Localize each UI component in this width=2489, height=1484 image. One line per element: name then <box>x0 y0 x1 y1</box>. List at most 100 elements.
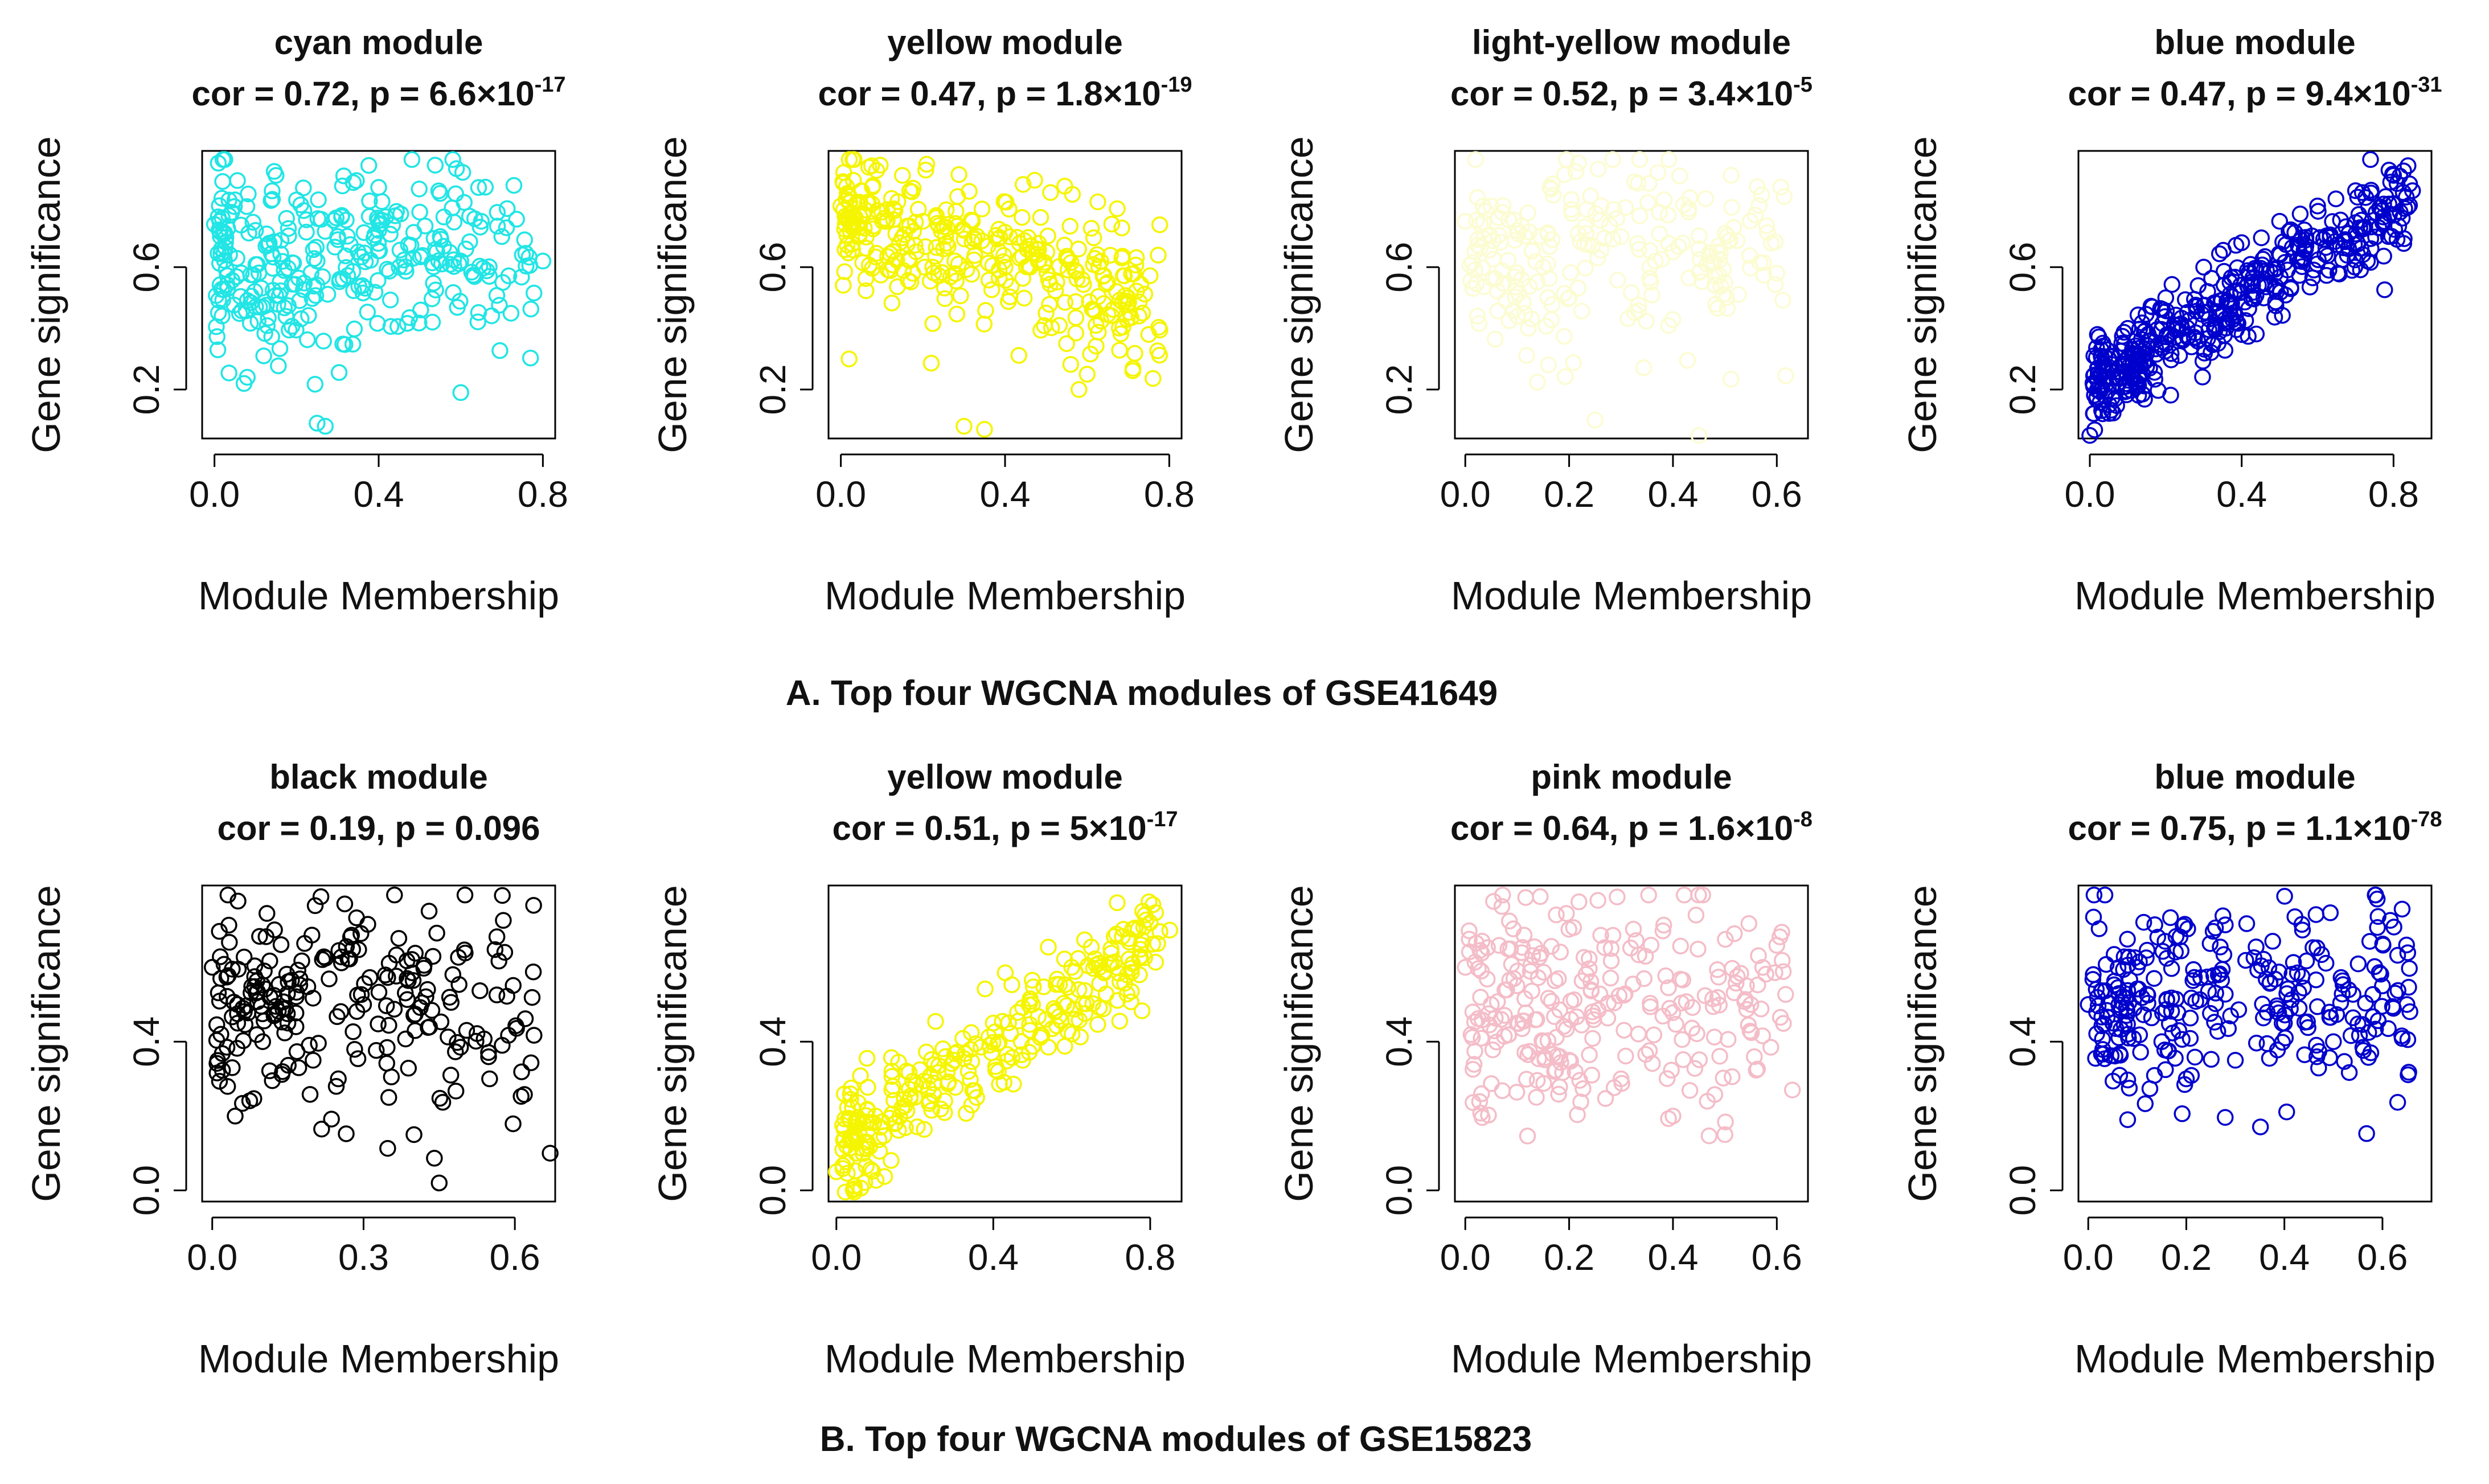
scatter-point <box>407 945 424 962</box>
scatter-point <box>909 200 927 218</box>
scatter-point <box>1688 1025 1705 1043</box>
scatter-point <box>1660 979 1677 997</box>
scatter-point <box>1137 911 1155 929</box>
scatter-point <box>864 1163 881 1180</box>
scatter-point <box>1605 1079 1623 1096</box>
scatter-point <box>1626 304 1643 321</box>
scatter-point <box>1000 1014 1017 1031</box>
scatter-point <box>1772 1009 1789 1026</box>
scatter-point <box>1584 1030 1601 1047</box>
scatter-point <box>209 341 227 359</box>
scatter-point <box>1089 288 1107 305</box>
scatter-point <box>1518 347 1535 364</box>
scatter-point <box>2394 184 2412 201</box>
scatter-point <box>317 417 334 435</box>
scatter-point <box>471 219 489 236</box>
scatter-point <box>345 174 362 191</box>
scatter-point <box>235 1032 252 1050</box>
scatter-point <box>852 1067 869 1084</box>
scatter-point <box>879 261 897 278</box>
scatter-point <box>976 421 993 438</box>
scatter-point <box>1467 151 1485 168</box>
scatter-point <box>359 916 376 933</box>
x-tick-label: 0.8 <box>1144 474 1195 515</box>
scatter-point <box>881 245 899 263</box>
scatter-point <box>1500 1026 1517 1043</box>
scatter-point <box>1717 1113 1734 1130</box>
scatter-point <box>254 977 271 994</box>
scatter-point <box>1717 930 1734 948</box>
scatter-point <box>407 1006 424 1023</box>
scatter-point <box>2214 907 2232 925</box>
chart-stat: cor = 0.52, p = 3.4×10-5 <box>1450 73 1813 113</box>
scatter-point <box>2135 913 2152 931</box>
scatter-point <box>2319 247 2336 264</box>
scatter-point <box>2353 184 2371 201</box>
scatter-point <box>1014 209 1031 226</box>
scatter-point <box>1625 920 1642 938</box>
scatter-point <box>1501 971 1518 989</box>
scatter-point <box>361 192 378 210</box>
scatter-point <box>1500 912 1518 930</box>
scatter-point <box>2248 1034 2265 1052</box>
scatter-point <box>1690 240 1708 257</box>
scatter-point <box>376 966 394 983</box>
scatter-point <box>975 315 993 333</box>
scatter-point <box>2213 971 2230 989</box>
scatter-point <box>1746 206 1764 224</box>
scatter-point <box>263 328 280 346</box>
scatter-point <box>2322 904 2339 921</box>
scatter-point <box>2132 1043 2149 1061</box>
scatter-point <box>1699 256 1716 273</box>
scatter-point <box>883 1152 900 1169</box>
x-axis-label: Module Membership <box>825 1337 1186 1381</box>
scatter-point <box>221 934 238 951</box>
scatter-point <box>952 287 969 305</box>
chart-title: black module <box>269 758 487 796</box>
scatter-point <box>470 304 487 321</box>
scatter-point <box>1473 1085 1490 1102</box>
scatter-point <box>2266 261 2283 278</box>
scatter-point <box>317 223 334 240</box>
scatter-point <box>989 1035 1006 1052</box>
y-axis-label: Gene significance <box>24 136 68 453</box>
scatter-point <box>835 174 852 192</box>
scatter-point <box>1014 176 1032 193</box>
scatter-point <box>2084 971 2102 988</box>
scatter-point <box>2375 208 2392 226</box>
scatter-point <box>1484 1041 1502 1059</box>
scatter-point <box>1783 1081 1801 1098</box>
scatter-point <box>449 1034 466 1051</box>
scatter-point <box>486 941 504 958</box>
scatter-point <box>1708 243 1726 260</box>
scatter-point <box>1649 164 1667 181</box>
scatter-point <box>896 1091 913 1108</box>
scatter-point <box>1709 989 1727 1006</box>
scatter-point <box>468 1032 485 1050</box>
scatter-point <box>2336 231 2353 248</box>
scatter-point <box>2101 405 2118 422</box>
scatter-point <box>1067 325 1085 342</box>
scatter-point <box>390 930 408 947</box>
scatter-point <box>338 211 355 229</box>
y-tick-label: 0.0 <box>126 1165 167 1216</box>
y-tick-label: 0.2 <box>752 364 793 415</box>
scatter-point <box>1496 1007 1513 1024</box>
scatter-point <box>378 997 395 1014</box>
scatter-point <box>2094 338 2111 355</box>
scatter-point <box>304 990 322 1007</box>
scatter-point <box>2342 1027 2360 1044</box>
scatter-point <box>208 1055 225 1072</box>
scatter-point <box>2158 328 2175 346</box>
x-tick-label: 0.2 <box>1544 474 1594 515</box>
scatter-point <box>1099 306 1117 323</box>
scatter-point <box>2138 949 2155 966</box>
scatter-point <box>2310 1059 2327 1077</box>
scatter-point <box>871 1142 888 1160</box>
scatter-point <box>991 229 1008 247</box>
scatter-point <box>883 190 900 207</box>
scatter-point <box>2217 916 2234 933</box>
scatter-point <box>859 1079 876 1096</box>
scatter-point <box>1639 194 1656 211</box>
scatter-point <box>2399 944 2417 961</box>
